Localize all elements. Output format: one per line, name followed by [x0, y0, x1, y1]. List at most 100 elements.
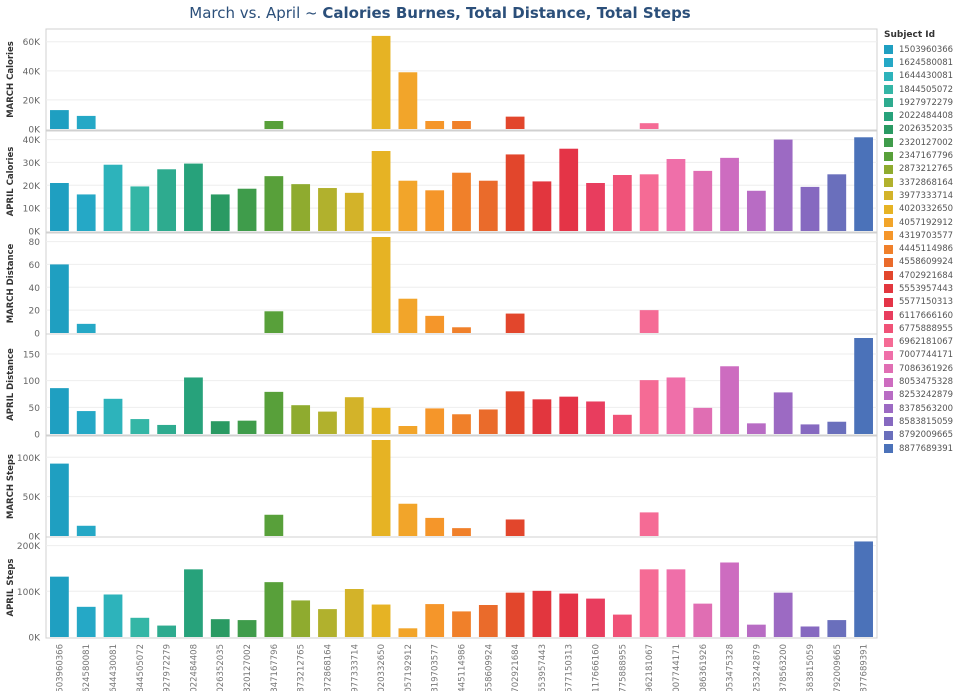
- bar: [76, 323, 96, 333]
- x-tick-label: 8792009665: [833, 644, 843, 691]
- bar: [425, 517, 445, 536]
- legend-swatch: [884, 404, 893, 414]
- legend-swatch: [884, 71, 893, 81]
- x-tick-label: 1927972279: [163, 644, 173, 691]
- y-tick-label: 200K: [17, 542, 41, 552]
- legend-swatch: [884, 124, 893, 134]
- legend-swatch: [884, 297, 893, 307]
- legend-item[interactable]: 8583815059: [884, 415, 978, 428]
- bar: [210, 194, 230, 231]
- legend-item[interactable]: 8053475328: [884, 375, 978, 388]
- bar: [237, 188, 257, 231]
- legend-item[interactable]: 1927972279: [884, 96, 978, 109]
- x-tick-label: 1624580081: [82, 644, 92, 691]
- legend-item[interactable]: 1503960366: [884, 43, 978, 56]
- legend-item[interactable]: 3372868164: [884, 176, 978, 189]
- bar: [318, 188, 337, 231]
- legend-item[interactable]: 8792009665: [884, 429, 978, 442]
- bar: [398, 426, 418, 434]
- panel-frame: [45, 232, 878, 335]
- legend-item[interactable]: 1844505072: [884, 83, 978, 96]
- legend-label: 1644430081: [899, 71, 954, 82]
- bar: [505, 592, 525, 637]
- x-tick-label: 3372868164: [323, 644, 333, 691]
- legend-item[interactable]: 7007744171: [884, 349, 978, 362]
- legend-swatch: [884, 337, 893, 347]
- legend-swatch: [884, 350, 893, 360]
- legend-item[interactable]: 6962181067: [884, 336, 978, 349]
- legend-item[interactable]: 4702921684: [884, 269, 978, 282]
- x-tick-label: 4445114986: [458, 644, 468, 691]
- bar: [130, 419, 150, 434]
- legend-item[interactable]: 2026352035: [884, 123, 978, 136]
- legend-item[interactable]: 4057192912: [884, 216, 978, 229]
- bar: [398, 298, 418, 333]
- panel-frame: [45, 28, 878, 131]
- legend-item[interactable]: 8253242879: [884, 389, 978, 402]
- bar: [425, 121, 445, 129]
- bar: [184, 377, 203, 434]
- legend-label: 6775888955: [899, 323, 954, 334]
- panel-0: 0K 20K 40K 60K MARCH Calories: [6, 28, 878, 136]
- y-tick-label: 100K: [17, 588, 41, 598]
- legend-label: 1503960366: [899, 44, 954, 55]
- legend-item[interactable]: 8877689391: [884, 442, 978, 455]
- legend-label: 4319703577: [899, 230, 954, 241]
- legend-item[interactable]: 1644430081: [884, 70, 978, 83]
- y-tick-label: 0K: [28, 533, 41, 543]
- legend-item[interactable]: 4020332650: [884, 203, 978, 216]
- x-tick-label: 7007744171: [672, 644, 682, 691]
- bar: [50, 110, 69, 129]
- legend-swatch: [884, 98, 893, 108]
- bar: [505, 154, 525, 231]
- legend-item[interactable]: 8378563200: [884, 402, 978, 415]
- legend-item[interactable]: 5577150313: [884, 296, 978, 309]
- legend-item[interactable]: 2320127002: [884, 136, 978, 149]
- bar: [318, 609, 337, 637]
- bar: [478, 409, 498, 434]
- x-tick-label: 1503960366: [55, 644, 65, 691]
- legend-item[interactable]: 6117666160: [884, 309, 978, 322]
- legend: Subject Id 1503960366 1624580081 164443008…: [884, 30, 978, 455]
- legend-item[interactable]: 6775888955: [884, 322, 978, 335]
- legend-label: 8253242879: [899, 390, 954, 401]
- legend-item[interactable]: 4319703577: [884, 229, 978, 242]
- x-tick-label: 6117666160: [592, 644, 602, 691]
- y-axis-label: APRIL Calories: [6, 147, 16, 217]
- legend-item[interactable]: 4445114986: [884, 242, 978, 255]
- bar: [425, 190, 445, 231]
- bar: [103, 398, 123, 434]
- bar: [398, 503, 418, 536]
- bar: [398, 628, 418, 637]
- legend-item[interactable]: 1624580081: [884, 56, 978, 69]
- bar: [210, 421, 230, 434]
- legend-label: 4445114986: [899, 244, 954, 255]
- panel-frame: [45, 333, 878, 436]
- legend-label: 2026352035: [899, 124, 954, 135]
- bar: [184, 569, 203, 637]
- legend-item[interactable]: 7086361926: [884, 362, 978, 375]
- y-tick-label: 40K: [23, 136, 41, 146]
- bar: [76, 115, 96, 129]
- legend-label: 8583815059: [899, 416, 954, 427]
- bar: [371, 237, 391, 333]
- legend-item[interactable]: 3977333714: [884, 189, 978, 202]
- bar: [693, 170, 713, 231]
- bar: [505, 391, 525, 434]
- legend-swatch: [884, 444, 893, 454]
- legend-label: 1927972279: [899, 97, 954, 108]
- legend-item[interactable]: 2022484408: [884, 109, 978, 122]
- x-tick-label: 8253242879: [752, 644, 762, 691]
- legend-swatch: [884, 271, 893, 281]
- legend-item[interactable]: 4558609924: [884, 256, 978, 269]
- bar: [773, 139, 793, 231]
- bar: [371, 604, 391, 637]
- legend-item[interactable]: 2873212765: [884, 163, 978, 176]
- legend-item[interactable]: 5553957443: [884, 282, 978, 295]
- legend-item[interactable]: 2347167796: [884, 149, 978, 162]
- y-tick-label: 30K: [23, 159, 41, 169]
- legend-label: 6962181067: [899, 337, 954, 348]
- bar: [184, 163, 203, 231]
- bar: [344, 589, 364, 637]
- bar: [210, 619, 230, 637]
